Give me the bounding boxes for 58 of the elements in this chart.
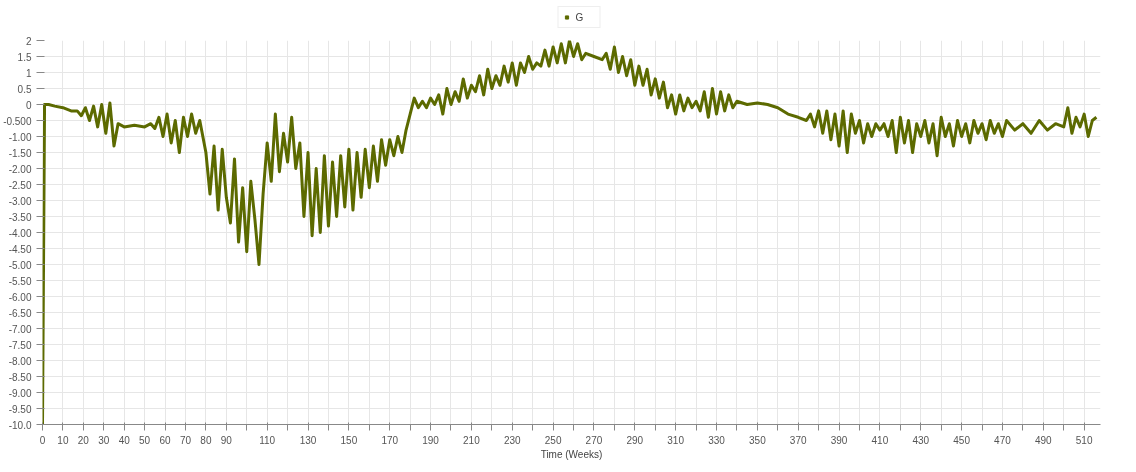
x-tick-label: 250: [544, 434, 562, 446]
y-tick-label: 1: [25, 67, 32, 79]
x-tick-label: 370: [789, 434, 807, 446]
y-tick-label: -3.50: [8, 211, 32, 223]
x-tick-label: 450: [953, 434, 971, 446]
y-tick-label: -3.00: [8, 195, 32, 207]
y-tick-label: -2.50: [8, 179, 32, 191]
y-tick-label: 1.5: [17, 51, 32, 63]
x-tick-label: 30: [98, 434, 110, 446]
x-tick-label: 330: [708, 434, 726, 446]
y-tick-label: -6.50: [8, 307, 32, 319]
x-tick-label: 290: [626, 434, 644, 446]
y-tick-label: -8.00: [8, 355, 32, 367]
x-tick-label: 210: [463, 434, 481, 446]
legend-label: G: [575, 11, 585, 23]
y-tick-label: -5.00: [8, 259, 32, 271]
x-tick-label: 50: [139, 434, 151, 446]
x-tick-label: 350: [749, 434, 767, 446]
y-tick-label: 0: [25, 99, 32, 111]
x-tick-label: 310: [667, 434, 685, 446]
x-tick-label: 170: [381, 434, 399, 446]
x-tick-label: 0: [39, 434, 46, 446]
y-tick-label: -9.00: [8, 387, 32, 399]
y-tick-label: -0.500: [3, 115, 32, 127]
y-tick-label: -10.0: [8, 419, 32, 431]
x-tick-label: 20: [77, 434, 90, 446]
x-tick-label: 90: [220, 434, 233, 446]
x-tick-label: 230: [503, 434, 522, 446]
y-tick-label: -1.50: [8, 147, 32, 159]
x-tick-label: 510: [1075, 434, 1093, 446]
x-tick-label: 390: [830, 434, 848, 446]
y-tick-label: -8.50: [8, 371, 32, 383]
x-tick-label: 60: [159, 434, 172, 446]
y-tick-label: -2.00: [8, 163, 32, 175]
x-tick-label: 80: [200, 434, 212, 446]
x-tick-label: 110: [259, 434, 276, 446]
y-tick-label: -4.50: [8, 243, 32, 255]
x-tick-label: 40: [118, 434, 131, 446]
y-tick-label: 2: [25, 35, 32, 47]
y-tick-label: -5.50: [8, 275, 32, 287]
x-tick-label: 270: [585, 434, 603, 446]
y-tick-label: -9.50: [8, 403, 32, 415]
x-tick-label: 190: [422, 434, 440, 446]
y-tick-label: -4.00: [8, 227, 32, 239]
x-axis-title: Time (Weeks): [540, 448, 603, 460]
y-tick-label: -1.00: [8, 131, 32, 143]
x-tick-label: 130: [299, 434, 317, 446]
y-tick-label: -7.00: [8, 323, 32, 335]
x-tick-label: 150: [340, 434, 358, 446]
x-tick-label: 410: [871, 434, 889, 446]
x-tick-label: 470: [994, 434, 1012, 446]
y-tick-label: -7.50: [8, 339, 32, 351]
x-tick-label: 70: [179, 434, 192, 446]
y-tick-label: 0.5: [17, 83, 32, 95]
x-tick-label: 490: [1034, 434, 1053, 446]
x-tick-label: 430: [912, 434, 930, 446]
y-tick-label: -6.00: [8, 291, 32, 303]
x-tick-label: 10: [57, 434, 69, 446]
